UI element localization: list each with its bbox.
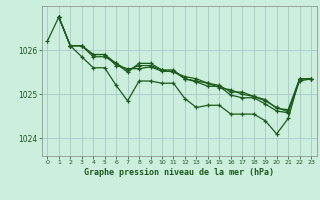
X-axis label: Graphe pression niveau de la mer (hPa): Graphe pression niveau de la mer (hPa): [84, 168, 274, 177]
